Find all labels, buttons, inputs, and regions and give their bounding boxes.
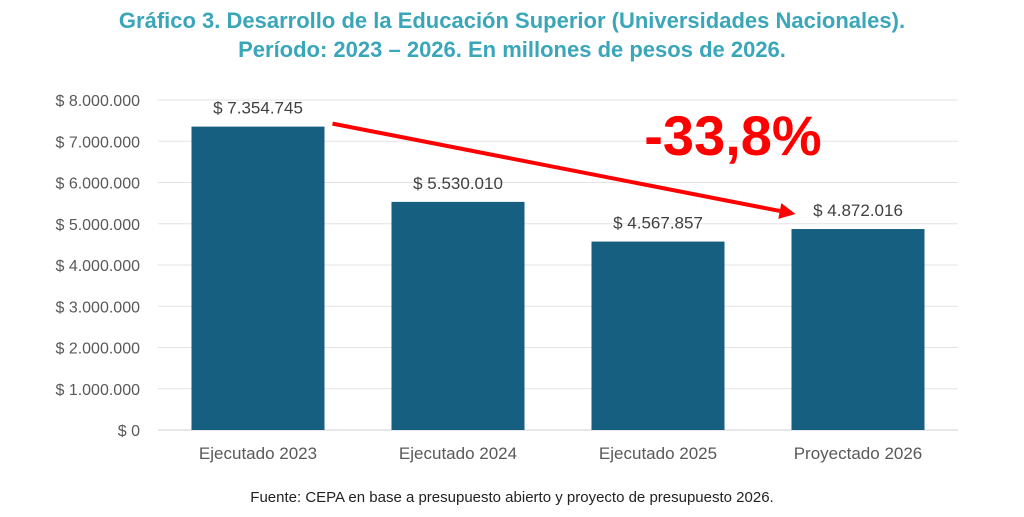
y-tick-label: $ 7.000.000 <box>55 134 140 151</box>
y-tick-label: $ 0 <box>118 423 140 440</box>
y-tick-label: $ 8.000.000 <box>55 93 140 110</box>
y-tick-label: $ 6.000.000 <box>55 176 140 193</box>
data-label: $ 4.872.016 <box>813 201 903 220</box>
y-tick-label: $ 3.000.000 <box>55 299 140 316</box>
y-tick-label: $ 2.000.000 <box>55 341 140 358</box>
change-annotation: -33,8% <box>644 104 821 167</box>
trend-arrowhead <box>778 203 796 219</box>
data-label: $ 5.530.010 <box>413 174 503 193</box>
x-tick-label: Proyectado 2026 <box>794 444 923 463</box>
bar <box>391 201 525 430</box>
data-label: $ 7.354.745 <box>213 99 303 118</box>
source-note: Fuente: CEPA en base a presupuesto abier… <box>250 489 774 506</box>
bar <box>591 241 725 430</box>
data-label: $ 4.567.857 <box>613 214 703 233</box>
x-tick-label: Ejecutado 2024 <box>399 444 517 463</box>
x-tick-label: Ejecutado 2023 <box>199 444 317 463</box>
bar <box>191 126 325 431</box>
bar <box>791 229 925 430</box>
chart-title-line-1: Gráfico 3. Desarrollo de la Educación Su… <box>118 8 906 33</box>
chart-title-line-2: Período: 2023 – 2026. En millones de pes… <box>238 37 786 62</box>
y-tick-label: $ 4.000.000 <box>55 258 140 275</box>
y-tick-label: $ 5.000.000 <box>55 217 140 234</box>
trend-arrow-line <box>332 121 781 213</box>
chart-title: Gráfico 3. Desarrollo de la Educación Su… <box>0 6 1024 64</box>
x-tick-label: Ejecutado 2025 <box>599 444 717 463</box>
y-tick-label: $ 1.000.000 <box>55 382 140 399</box>
